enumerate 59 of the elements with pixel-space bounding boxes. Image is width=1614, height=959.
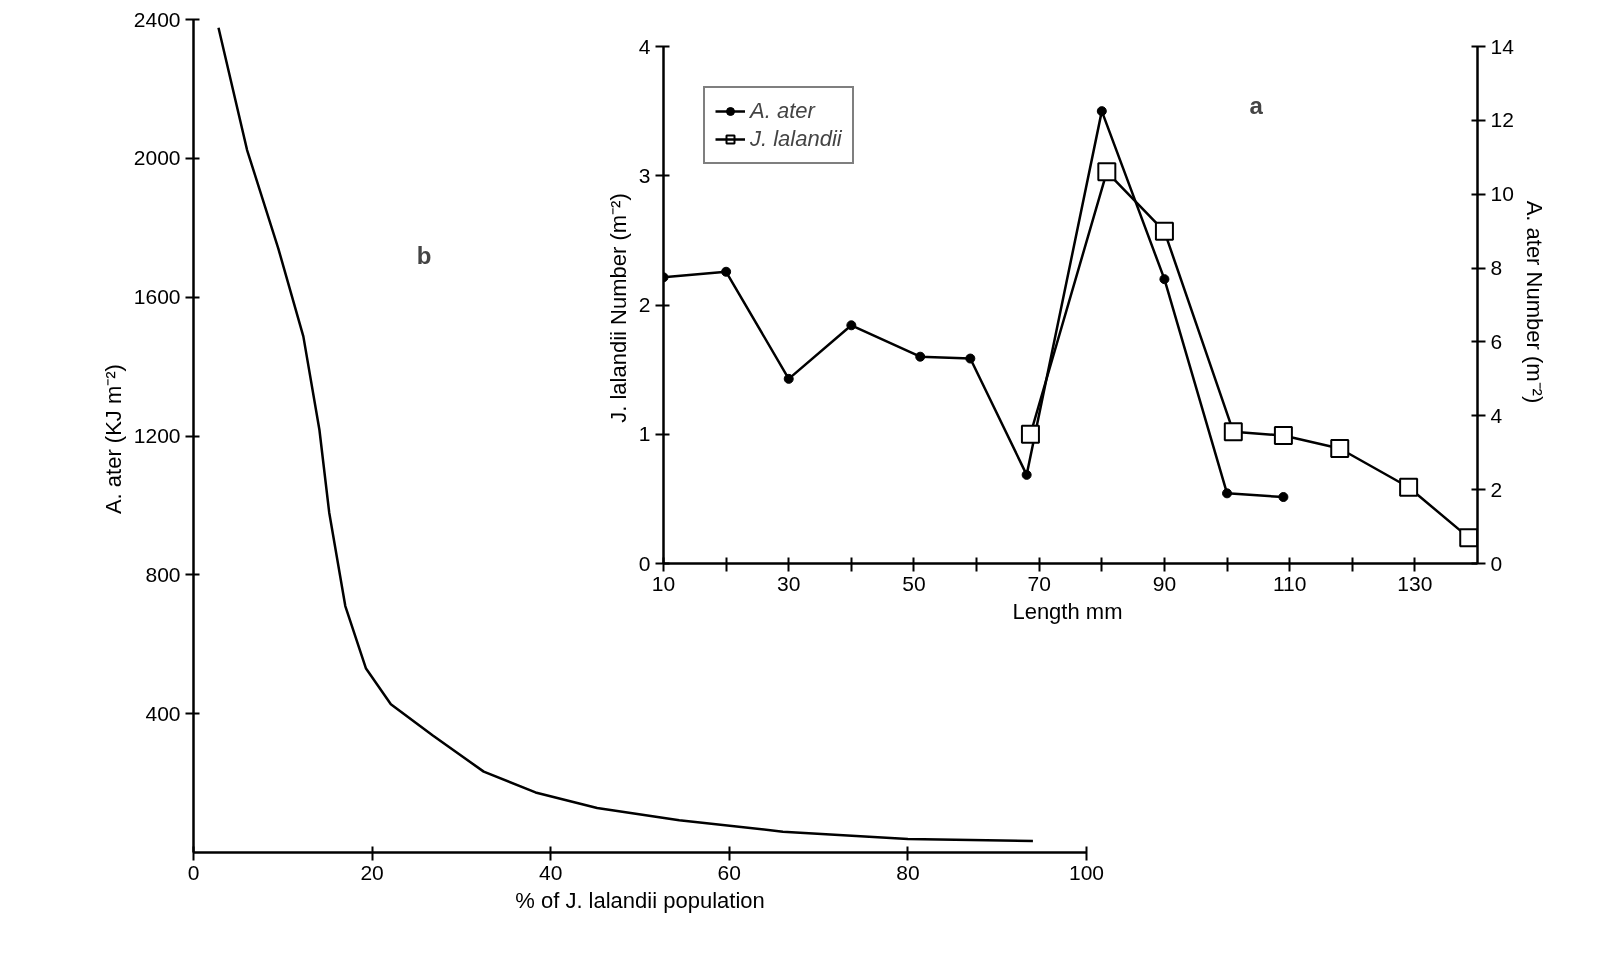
y2-tick-label: 12 (1490, 108, 1514, 132)
x-axis-title: % of J. lalandii population (515, 887, 765, 913)
point (1096, 106, 1107, 117)
y-tick-label: 1 (638, 422, 651, 446)
point (783, 373, 794, 384)
x-tick-label: 20 (360, 860, 384, 884)
point (965, 353, 976, 364)
y-tick-label: 4 (638, 34, 651, 58)
y-tick-label: 800 (145, 562, 181, 586)
y2-tick-label: 8 (1490, 256, 1503, 280)
x-tick-label: 60 (717, 860, 741, 884)
y-axis-title: J. lalandii Number (m⁻²) (605, 193, 631, 423)
legend-label: A. ater (750, 98, 815, 124)
y2-tick-label: 10 (1490, 182, 1514, 206)
point (1020, 424, 1040, 444)
point (1097, 162, 1117, 182)
x-axis-title: Length mm (1012, 598, 1123, 624)
point (1278, 492, 1289, 503)
x-tick-label: 30 (777, 571, 801, 595)
annotation: b (416, 242, 432, 270)
y2-axis-title: A. ater Number (m⁻²) (1521, 200, 1547, 404)
x-tick-label: 80 (896, 860, 920, 884)
point (915, 351, 926, 362)
x-tick-label: 40 (539, 860, 563, 884)
point (1222, 488, 1233, 499)
x-tick-label: 100 (1068, 860, 1105, 884)
legend-label: J. lalandii (750, 126, 842, 152)
x-tick-label: 90 (1152, 571, 1177, 595)
point (1399, 477, 1419, 497)
point (1159, 274, 1170, 285)
y-tick-label: 2400 (133, 7, 181, 31)
y-axis-title: A. ater (KJ m⁻²) (100, 364, 126, 515)
y-tick-label: 1600 (133, 285, 181, 309)
annotation: a (1249, 91, 1264, 119)
x-tick-label: 70 (1027, 571, 1051, 595)
point (846, 320, 857, 331)
y2-tick-label: 2 (1490, 477, 1503, 501)
x-tick-label: 10 (651, 571, 676, 595)
y-tick-label: 3 (638, 163, 651, 187)
y2-tick-label: 14 (1490, 34, 1515, 58)
x-tick-label: 0 (187, 860, 200, 884)
x-tick-label: 110 (1272, 571, 1307, 595)
y-tick-label: 0 (638, 551, 651, 575)
y2-tick-label: 4 (1490, 403, 1503, 427)
x-tick-label: 130 (1397, 571, 1433, 595)
point (721, 266, 732, 277)
y-tick-label: 2000 (133, 146, 181, 170)
point (1459, 528, 1478, 548)
point (1021, 469, 1032, 480)
x-tick-label: 50 (902, 571, 926, 595)
point (1273, 426, 1293, 446)
y2-tick-label: 0 (1490, 551, 1503, 575)
y-tick-label: 2 (638, 293, 651, 316)
y-tick-label: 400 (145, 701, 181, 725)
point (1154, 221, 1174, 241)
point (1223, 422, 1243, 442)
point (1330, 438, 1350, 458)
y-tick-label: 1200 (133, 424, 181, 447)
y2-tick-label: 6 (1490, 329, 1503, 353)
